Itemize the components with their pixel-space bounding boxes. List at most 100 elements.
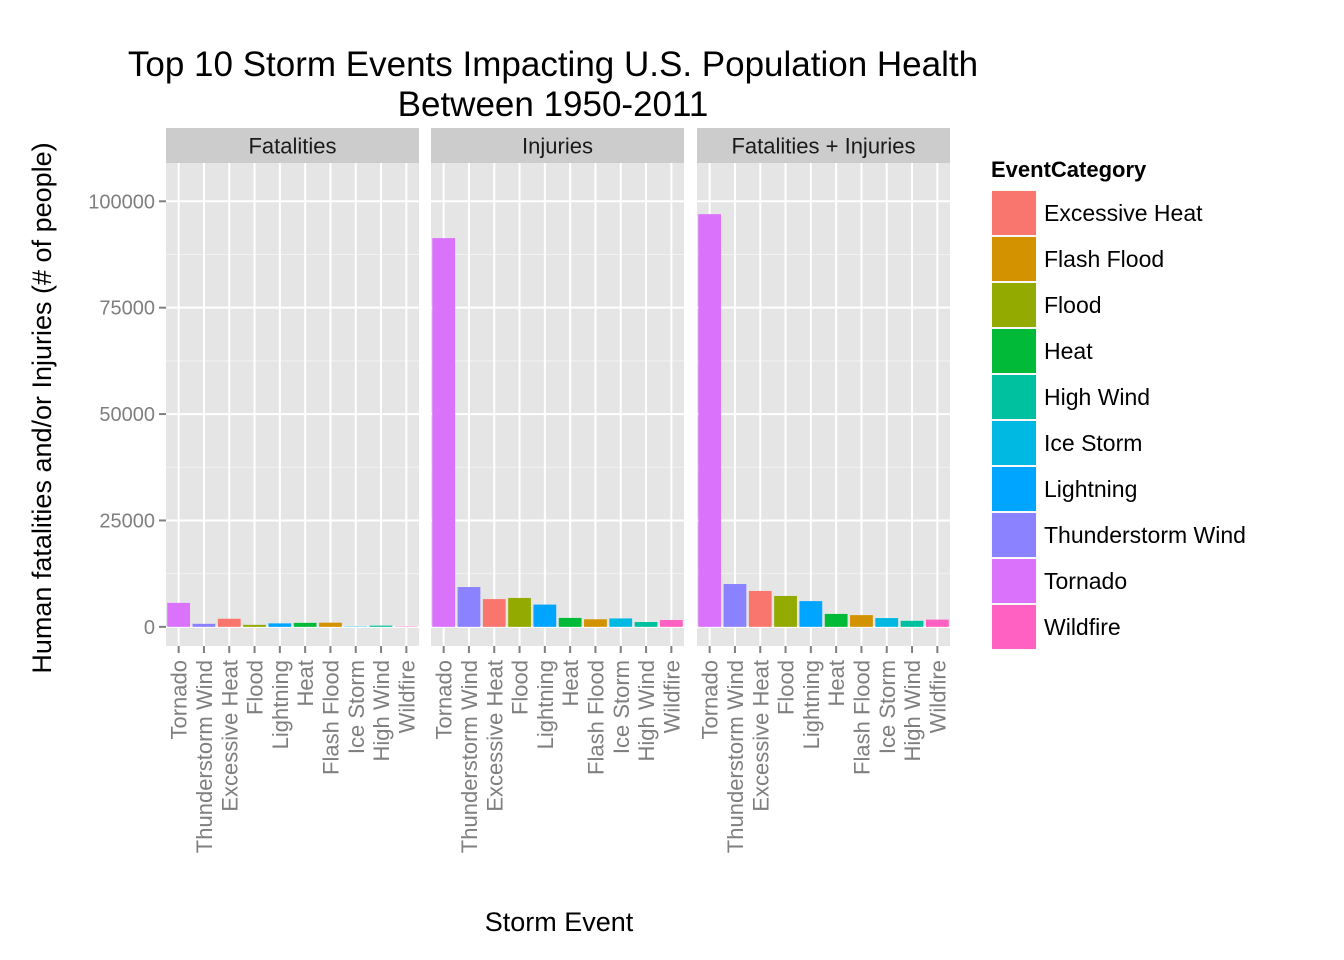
x-tick-label: Flash Flood	[318, 660, 343, 775]
legend-item-thunderstorm-wind: Thunderstorm Wind	[990, 511, 1246, 559]
legend-label: Tornado	[1044, 568, 1127, 594]
legend: Excessive Heat Flash Flood Flood Heat High W…	[990, 189, 1246, 651]
bar-thunderstorm-wind	[192, 623, 216, 627]
bar-lightning	[268, 623, 292, 627]
bar-flash-flood	[850, 615, 873, 627]
panel-injuries: Injuries Tornado Thunderstorm Wind Excessiv…	[431, 128, 684, 853]
x-tick-label: Tornado	[432, 660, 457, 740]
x-tick-label: Flood	[508, 660, 533, 715]
chart-title-line-1: Top 10 Storm Events Impacting U.S. Popul…	[128, 45, 978, 84]
bar-heat	[558, 617, 582, 627]
bar-flash-flood	[319, 622, 342, 627]
legend-label: Flood	[1044, 292, 1102, 318]
legend-swatch	[992, 559, 1036, 603]
panel-background	[166, 163, 419, 646]
x-tick-label: Ice Storm	[875, 660, 900, 754]
x-tick-label: Thunderstorm Wind	[723, 660, 748, 853]
panel-fatalities: Fatalities Tornado Thunderstorm Wind Excess…	[166, 128, 419, 853]
legend-item-tornado: Tornado	[990, 557, 1127, 605]
x-tick-label: High Wind	[369, 660, 394, 761]
legend-swatch	[992, 421, 1036, 465]
x-tick-label: High Wind	[634, 660, 659, 761]
y-axis: 0 25000 50000 75000 100000	[88, 191, 166, 639]
legend-label: High Wind	[1044, 384, 1150, 410]
x-tick-label: Ice Storm	[344, 660, 369, 754]
bar-lightning	[799, 601, 823, 627]
x-tick-label: Ice Storm	[609, 660, 634, 754]
x-tick-label: Excessive Heat	[217, 660, 242, 812]
legend-title: EventCategory	[991, 157, 1147, 182]
x-tick-label: Tornado	[167, 660, 192, 740]
legend-item-excessive-heat: Excessive Heat	[990, 189, 1203, 237]
x-tick-label: Flash Flood	[849, 660, 874, 775]
x-tick-label: Lightning	[533, 660, 558, 749]
panel-background	[431, 163, 684, 646]
x-tick-label: Wildfire	[394, 660, 419, 733]
legend-swatch	[992, 513, 1036, 557]
strip-background	[431, 128, 684, 163]
legend-label: Flash Flood	[1044, 246, 1164, 272]
x-tick-label: Excessive Heat	[482, 660, 507, 812]
legend-label: Heat	[1044, 338, 1093, 364]
x-tick-label: Flood	[774, 660, 799, 715]
bar-ice-storm	[875, 618, 899, 627]
x-tick-label: Tornado	[698, 660, 723, 740]
bar-wildfire	[925, 619, 949, 627]
legend-item-high-wind: High Wind	[990, 373, 1150, 421]
bar-flood	[774, 595, 797, 627]
y-tick-label: 100000	[88, 191, 155, 213]
chart-title-line-2: Between 1950-2011	[398, 85, 709, 124]
y-tick-label: 50000	[99, 404, 155, 426]
legend-label: Excessive Heat	[1044, 200, 1203, 226]
legend-item-wildfire: Wildfire	[990, 603, 1121, 651]
legend-label: Thunderstorm Wind	[1044, 522, 1246, 548]
legend-item-lightning: Lightning	[990, 465, 1137, 513]
bar-tornado	[167, 602, 191, 627]
y-tick-label: 75000	[99, 298, 155, 320]
x-tick-label: Heat	[558, 660, 583, 706]
bar-wildfire	[659, 620, 683, 627]
y-tick-label: 25000	[99, 510, 155, 532]
legend-item-heat: Heat	[990, 327, 1093, 375]
strip-background	[166, 128, 419, 163]
legend-swatch	[992, 191, 1036, 235]
bar-tornado	[432, 238, 456, 627]
legend-item-ice-storm: Ice Storm	[990, 419, 1142, 467]
bar-high-wind	[634, 622, 658, 627]
x-tick-label: Flash Flood	[583, 660, 608, 775]
bar-flash-flood	[584, 619, 607, 627]
bar-flood	[508, 597, 531, 627]
x-tick-label: Lightning	[799, 660, 824, 749]
x-tick-label: Wildfire	[925, 660, 950, 733]
bar-excessive-heat	[482, 599, 506, 627]
bar-excessive-heat	[217, 618, 241, 627]
bar-high-wind	[369, 625, 393, 627]
x-tick-label: Thunderstorm Wind	[192, 660, 217, 853]
bar-high-wind	[900, 620, 924, 627]
x-tick-label: Heat	[293, 660, 318, 706]
y-axis-title: Human fatalities and/or Injuries (# of p…	[27, 142, 57, 673]
legend-swatch	[992, 283, 1036, 327]
legend-swatch	[992, 605, 1036, 649]
panel-fatalities-injuries: Fatalities + Injuries Tornado Thunderstorm…	[697, 128, 950, 853]
x-tick-label: Heat	[824, 660, 849, 706]
x-tick-label: Wildfire	[659, 660, 684, 733]
legend-label: Wildfire	[1044, 614, 1121, 640]
legend-item-flood: Flood	[990, 281, 1102, 329]
legend-swatch	[992, 375, 1036, 419]
x-tick-label: Excessive Heat	[748, 660, 773, 812]
legend-swatch	[992, 329, 1036, 373]
legend-item-flash-flood: Flash Flood	[990, 235, 1164, 283]
bar-tornado	[698, 214, 722, 627]
x-tick-label: High Wind	[900, 660, 925, 761]
bar-heat	[824, 613, 848, 627]
x-tick-label: Flood	[243, 660, 268, 715]
strip-label-fatalities-injuries: Fatalities + Injuries	[731, 134, 915, 159]
legend-swatch	[992, 237, 1036, 281]
bar-ice-storm	[609, 618, 633, 627]
strip-background	[697, 128, 950, 163]
legend-swatch	[992, 467, 1036, 511]
x-axis-title: Storm Event	[485, 907, 634, 937]
